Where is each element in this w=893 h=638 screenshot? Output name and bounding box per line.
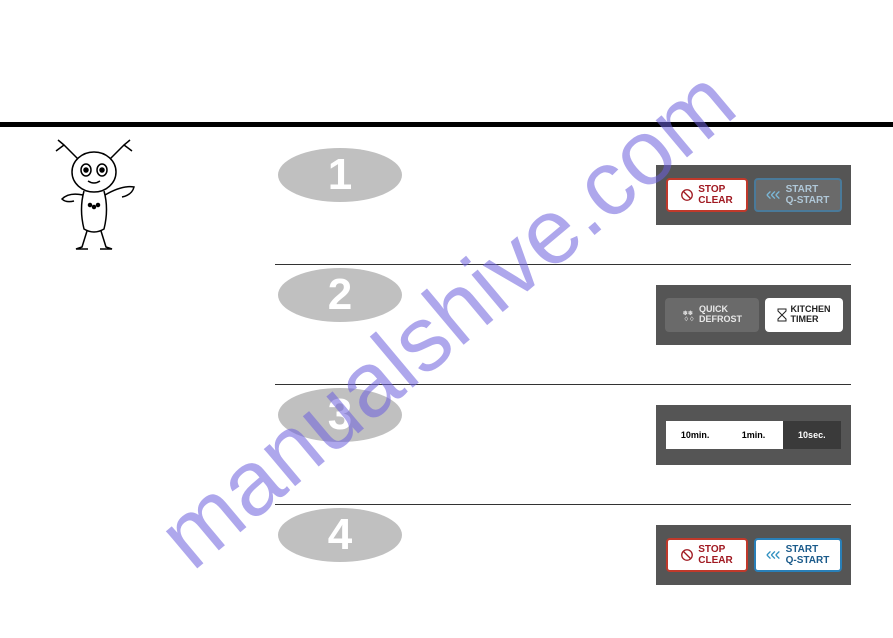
quick-defrost-button[interactable]: ❄❄♢♢ QUICKDEFROST [665,298,759,332]
time-segment-1min[interactable]: 1min. [724,421,782,449]
svg-text:♢♢: ♢♢ [684,316,695,322]
time-bar: 10min. 1min. 10sec. [666,421,841,449]
step-row: 4 STOPCLEAR STARTQ-START [275,505,851,625]
start-icon [766,549,782,561]
start-label-1: START [786,544,830,555]
step-row: 2 ❄❄♢♢ QUICKDEFROST KITCHENTIMER [275,265,851,385]
timer-label-2: TIMER [791,315,831,325]
kitchen-timer-button[interactable]: KITCHENTIMER [765,298,843,332]
steps-container: 1 STOPCLEAR STARTQ-START 2 ❄❄♢♢ QUICKDEF… [275,145,851,625]
step-number-2: 2 [275,265,405,325]
mascot-illustration [44,137,154,257]
step-row: 1 STOPCLEAR STARTQ-START [275,145,851,265]
svg-text:1: 1 [328,150,352,199]
stop-clear-button[interactable]: STOPCLEAR [666,178,748,212]
stop-label-1: STOP [698,184,732,195]
control-panel: ❄❄♢♢ QUICKDEFROST KITCHENTIMER [656,285,851,345]
svg-text:3: 3 [328,390,352,439]
step-number-4: 4 [275,505,405,565]
start-label-1: START [786,184,830,195]
control-panel: STOPCLEAR STARTQ-START [656,525,851,585]
step-number-1: 1 [275,145,405,205]
time-segment-10min[interactable]: 10min. [666,421,724,449]
defrost-label-2: DEFROST [699,315,742,325]
stop-clear-button[interactable]: STOPCLEAR [666,538,748,572]
hourglass-icon [777,308,787,322]
step-row: 3 10min. 1min. 10sec. [275,385,851,505]
control-panel: STOPCLEAR STARTQ-START [656,165,851,225]
start-qstart-button[interactable]: STARTQ-START [754,178,842,212]
svg-text:2: 2 [328,270,352,319]
start-qstart-button[interactable]: STARTQ-START [754,538,842,572]
stop-icon [680,188,694,202]
stop-icon [680,548,694,562]
time-panel: 10min. 1min. 10sec. [656,405,851,465]
stop-label-2: CLEAR [698,555,732,566]
start-label-2: Q-START [786,555,830,566]
svg-text:4: 4 [328,510,353,559]
header-divider [0,122,893,127]
step-number-3: 3 [275,385,405,445]
start-label-2: Q-START [786,195,830,206]
time-segment-10sec[interactable]: 10sec. [783,421,841,449]
stop-label-2: CLEAR [698,195,732,206]
defrost-icon: ❄❄♢♢ [681,308,695,322]
stop-label-1: STOP [698,544,732,555]
start-icon [766,189,782,201]
